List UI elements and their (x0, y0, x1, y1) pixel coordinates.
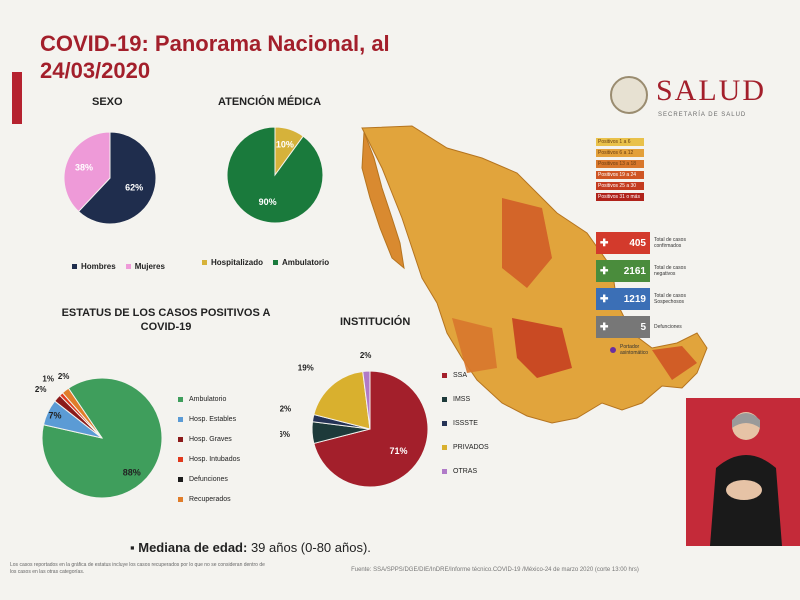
stat-defunciones: ✚ 5 Defunciones (596, 316, 698, 338)
pie-label-hombres: 62% (125, 183, 143, 193)
source-note: Fuente: SSA/SPPS/DGE/DIE/InDRE/Informe t… (351, 567, 639, 573)
baja-peninsula-shape (361, 131, 405, 270)
sexo-chart: 62% 38% (63, 131, 157, 225)
pie-label-issste: 2% (280, 404, 291, 413)
pie-label-otras: 2% (360, 351, 372, 360)
estatus-legend: Ambulatorio Hosp. Estables Hosp. Graves … (178, 396, 240, 516)
pie-label-privados: 19% (298, 363, 314, 372)
legend-item-otras: OTRAS (442, 468, 489, 475)
median-label: Mediana de edad: (138, 540, 248, 555)
pie-label-hospitalizado: 10% (276, 140, 294, 150)
map-range-6: Positivos 31 o más (596, 193, 644, 201)
region-shape-1 (502, 198, 552, 288)
pie-slice-mujeres (63, 131, 111, 213)
person-icon: ✚ (600, 321, 609, 333)
legend-item-privados: PRIVADOS (442, 444, 489, 451)
stat-sospechosos: ✚ 1219 Total de casos Sospechosos (596, 288, 698, 310)
pie-label-recuperados: 2% (58, 372, 70, 381)
legend-item-hosp-intubados: Hosp. Intubados (178, 456, 240, 463)
estatus-heading: ESTATUS DE LOS CASOS POSITIVOS A COVID-1… (36, 306, 296, 334)
legend-item-hosp-graves: Hosp. Graves (178, 436, 240, 443)
logo-subtitle: SECRETARÍA DE SALUD (658, 112, 747, 118)
pie-slice-ambulatorio (226, 126, 324, 224)
legend-item-imss: IMSS (442, 396, 489, 403)
legend-item-ambulatorio: Ambulatorio (273, 258, 329, 267)
marker-dot-icon (610, 347, 616, 353)
seal-icon (610, 76, 648, 114)
stat-negativos: ✚ 2161 Total de casos negativos (596, 260, 698, 282)
legend-item-mujeres: Mujeres (125, 262, 165, 271)
estatus-heading-line2: COVID-19 (140, 321, 192, 333)
accent-bar (12, 72, 22, 124)
legend-item-hospitalizado: Hospitalizado (202, 258, 263, 267)
institucion-heading: INSTITUCIÓN (340, 316, 411, 328)
stat-portador: Portador asintomático (610, 344, 698, 356)
institucion-chart: 71% 6% 2% 19% 2% (280, 351, 429, 488)
pie-slice-privados (313, 370, 371, 430)
stat-confirmados: ✚ 405 Total de casos confirmados (596, 232, 698, 254)
median-value: 39 años (0-80 años). (250, 540, 371, 555)
legend-item-hombres: Hombres (72, 262, 116, 271)
sexo-pie: 62% 38% (63, 131, 157, 225)
pie-label-hosp-intubados: 1% (42, 374, 54, 383)
pie-label-mujeres: 38% (75, 163, 93, 173)
legend-item-issste: ISSSTE (442, 420, 489, 427)
institucion-pie: 71% 6% 2% 19% 2% (280, 351, 429, 488)
pie-label-ambulatorio: 90% (259, 197, 277, 207)
legend-item-ssa: SSA (442, 372, 489, 379)
pie-slice-hombres (77, 131, 157, 225)
estatus-chart: 88%7%2%1%0%2% (35, 372, 163, 499)
atencion-heading: ATENCIÓN MÉDICA (218, 96, 322, 108)
map-legend: Positivos 1 a 6 Positivos 6 a 12 Positiv… (596, 138, 644, 204)
person-icon: ✚ (600, 293, 609, 305)
legend-item-defunciones: Defunciones (178, 476, 240, 483)
mexico-map (361, 125, 708, 424)
atencion-pie: 10% 90% (226, 126, 324, 224)
map-range-2: Positivos 6 a 12 (596, 149, 644, 157)
map-range-5: Positivos 25 a 30 (596, 182, 644, 190)
pie-label-ambulatorio: 88% (123, 467, 141, 477)
median-age: ▪ Mediana de edad: 39 años (0-80 años). (130, 540, 371, 555)
region-shape-4 (652, 346, 697, 380)
region-shape-2 (512, 318, 572, 378)
legend-item-recuperados: Recuperados (178, 496, 240, 503)
pie-slice-recuperados (61, 387, 103, 439)
pie-label-hosp-graves: 2% (35, 385, 47, 394)
map-range-3: Positivos 13 a 18 (596, 160, 644, 168)
map-range-4: Positivos 19 a 24 (596, 171, 644, 179)
pie-label-ssa: 71% (389, 446, 407, 456)
interpreter-figure-icon (710, 412, 782, 546)
page-title: COVID-19: Panorama Nacional, al 24/03/20… (40, 31, 390, 83)
sexo-legend: Hombres Mujeres (72, 262, 165, 271)
map-stats: ✚ 405 Total de casos confirmados ✚ 2161 To… (596, 232, 698, 362)
legend-item-ambulatorio-estatus: Ambulatorio (178, 396, 240, 403)
atencion-legend: Hospitalizado Ambulatorio (202, 258, 329, 267)
estatus-heading-line1: ESTATUS DE LOS CASOS POSITIVOS A (61, 307, 271, 319)
pie-slice-otras (362, 370, 371, 430)
legend-item-hosp-estables: Hosp. Estables (178, 416, 240, 423)
institucion-legend: SSA IMSS ISSSTE PRIVADOS OTRAS (442, 372, 489, 492)
footnote: Los casos reportados en la gráfica de es… (10, 562, 265, 575)
pie-slice-ssa (313, 370, 429, 488)
estatus-pie: 88%7%2%1%0%2% (35, 372, 163, 499)
region-shape-3 (452, 318, 497, 373)
pie-label-hosp-estables: 7% (49, 411, 62, 421)
map-range-1: Positivos 1 a 6 (596, 138, 644, 146)
interpreter-video (686, 398, 800, 546)
person-icon: ✚ (600, 237, 609, 249)
atencion-chart: 10% 90% (226, 126, 324, 224)
logo-name: SALUD (656, 74, 767, 107)
pie-label-imss: 6% (280, 430, 290, 439)
sexo-heading: SEXO (92, 96, 123, 108)
person-icon: ✚ (600, 265, 609, 277)
